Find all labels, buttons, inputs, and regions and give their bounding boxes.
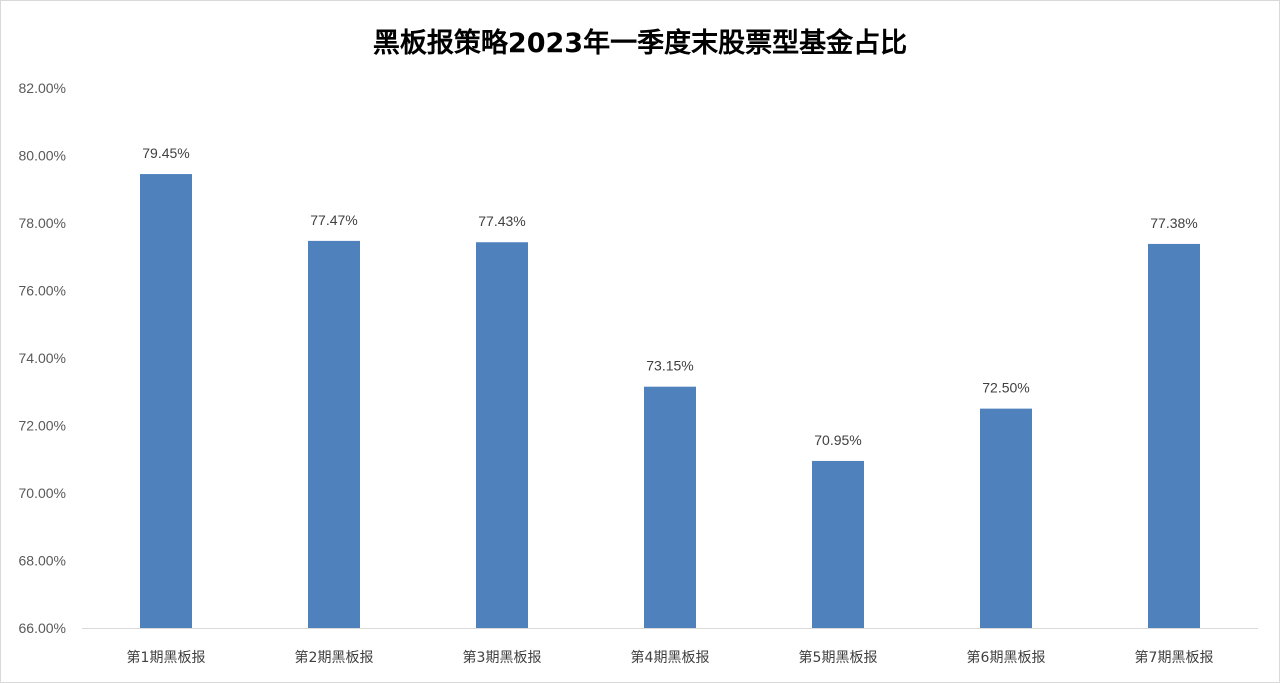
y-tick-label: 66.00% [19, 620, 66, 636]
y-axis: 66.00% 68.00% 70.00% 72.00% 74.00% 76.00% 78.0… [19, 80, 66, 636]
data-label: 72.50% [982, 380, 1029, 396]
data-label: 73.15% [646, 358, 693, 374]
data-label: 77.38% [1150, 215, 1197, 231]
chart-title: 黑板报策略2023年一季度末股票型基金占比 [373, 27, 907, 59]
x-tick-label: 第4期黑板报 [631, 649, 710, 666]
y-tick-label: 72.00% [19, 418, 66, 434]
data-label: 77.43% [478, 213, 525, 229]
y-tick-label: 70.00% [19, 485, 66, 501]
y-tick-label: 80.00% [19, 148, 66, 164]
x-tick-label: 第1期黑板报 [127, 649, 206, 666]
bar [812, 460, 864, 628]
bars: 79.45% 77.47% 77.43% 73.15% 70.95% 72.50% 77.3… [140, 145, 1200, 629]
x-axis: 第1期黑板报 第2期黑板报 第3期黑板报 第4期黑板报 第5期黑板报 第6期黑板报 第7期黑… [127, 649, 1214, 666]
bar [308, 240, 360, 628]
y-tick-label: 82.00% [19, 80, 66, 96]
x-tick-label: 第7期黑板报 [1135, 649, 1214, 666]
bar [140, 174, 192, 628]
x-tick-label: 第3期黑板报 [463, 649, 542, 666]
x-tick-label: 第5期黑板报 [799, 649, 878, 666]
bar [644, 386, 696, 628]
x-tick-label: 第6期黑板报 [967, 649, 1046, 666]
bar [1148, 243, 1200, 629]
y-tick-label: 76.00% [19, 283, 66, 299]
y-tick-label: 74.00% [19, 350, 66, 366]
y-tick-label: 78.00% [19, 215, 66, 231]
data-label: 70.95% [814, 432, 861, 448]
bar [476, 242, 528, 629]
data-label: 79.45% [142, 145, 189, 161]
x-tick-label: 第2期黑板报 [295, 649, 374, 666]
bar [980, 408, 1032, 628]
y-tick-label: 68.00% [19, 553, 66, 569]
data-label: 77.47% [310, 212, 357, 228]
